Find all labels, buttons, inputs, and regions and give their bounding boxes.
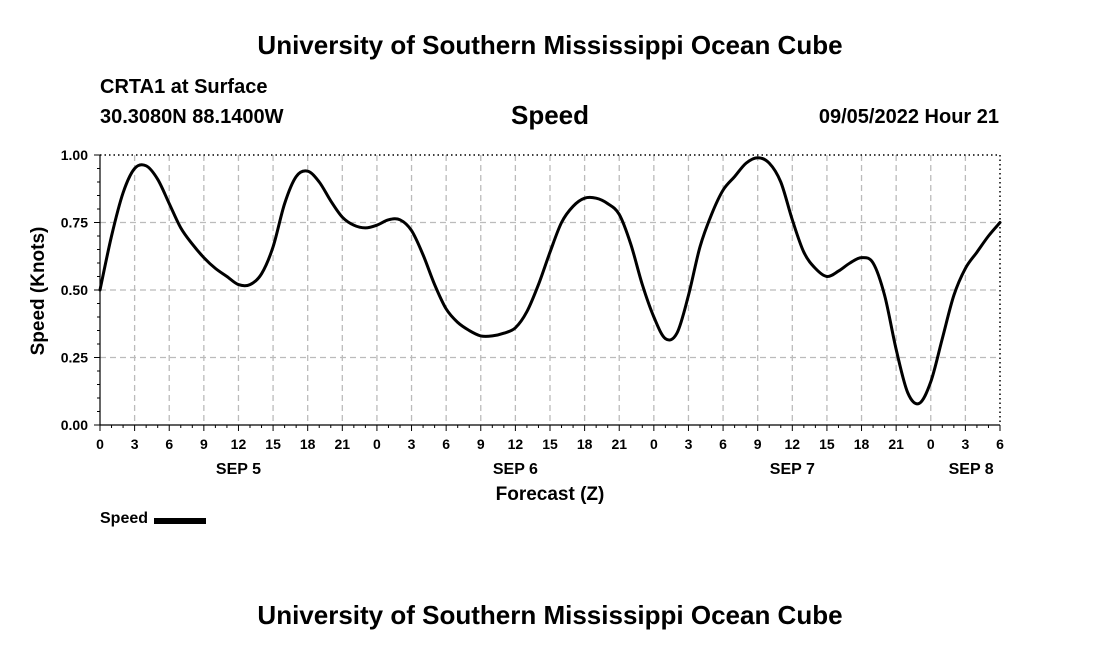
y-axis-title: Speed (Knots) bbox=[28, 227, 49, 356]
legend-line-swatch bbox=[154, 517, 207, 524]
coordinates-label: 30.3080N 88.1400W bbox=[100, 106, 284, 128]
x-tick-label: 3 bbox=[408, 436, 416, 452]
x-tick-label: 9 bbox=[477, 436, 485, 452]
date-label: SEP 5 bbox=[216, 461, 261, 478]
x-tick-label: 12 bbox=[508, 436, 524, 452]
station-label: CRTA1 at Surface bbox=[100, 76, 268, 98]
date-label: SEP 7 bbox=[770, 461, 815, 478]
x-tick-label: 18 bbox=[300, 436, 316, 452]
x-tick-label: 0 bbox=[650, 436, 658, 452]
x-tick-label: 0 bbox=[96, 436, 104, 452]
x-tick-label: 12 bbox=[785, 436, 801, 452]
x-tick-label: 15 bbox=[542, 436, 558, 452]
x-axis-title: Forecast (Z) bbox=[496, 484, 605, 505]
x-tick-label: 15 bbox=[819, 436, 835, 452]
y-tick-label: 0.50 bbox=[61, 282, 88, 298]
x-tick-label: 18 bbox=[577, 436, 593, 452]
x-tick-label: 6 bbox=[719, 436, 727, 452]
x-tick-label: 9 bbox=[754, 436, 762, 452]
footer-title: University of Southern Mississippi Ocean… bbox=[257, 600, 843, 630]
x-tick-label: 21 bbox=[611, 436, 627, 452]
y-tick-label: 0.00 bbox=[61, 417, 88, 433]
x-tick-label: 0 bbox=[373, 436, 381, 452]
x-tick-label: 12 bbox=[231, 436, 247, 452]
date-label: SEP 6 bbox=[493, 461, 538, 478]
y-tick-label: 1.00 bbox=[61, 147, 88, 163]
x-tick-label: 0 bbox=[927, 436, 935, 452]
x-tick-label: 6 bbox=[442, 436, 450, 452]
x-tick-label: 6 bbox=[165, 436, 173, 452]
x-tick-label: 3 bbox=[131, 436, 139, 452]
x-tick-label: 18 bbox=[854, 436, 870, 452]
legend-label: Speed bbox=[100, 510, 149, 527]
x-tick-label: 21 bbox=[335, 436, 351, 452]
page-title: University of Southern Mississippi Ocean… bbox=[257, 30, 843, 60]
legend: Speed bbox=[100, 510, 207, 528]
series-line-speed bbox=[98, 156, 1002, 406]
date-label: SEP 8 bbox=[949, 461, 994, 478]
x-tick-label: 3 bbox=[961, 436, 969, 452]
datetime-label: 09/05/2022 Hour 21 bbox=[818, 106, 999, 128]
x-tick-label: 3 bbox=[685, 436, 693, 452]
x-tick-label: 21 bbox=[888, 436, 904, 452]
x-tick-label: 6 bbox=[996, 436, 1004, 452]
y-tick-label: 0.25 bbox=[61, 350, 88, 366]
y-tick-label: 0.75 bbox=[61, 215, 88, 231]
x-tick-label: 15 bbox=[265, 436, 281, 452]
variable-title: Speed bbox=[510, 100, 590, 130]
x-tick-label: 9 bbox=[200, 436, 208, 452]
